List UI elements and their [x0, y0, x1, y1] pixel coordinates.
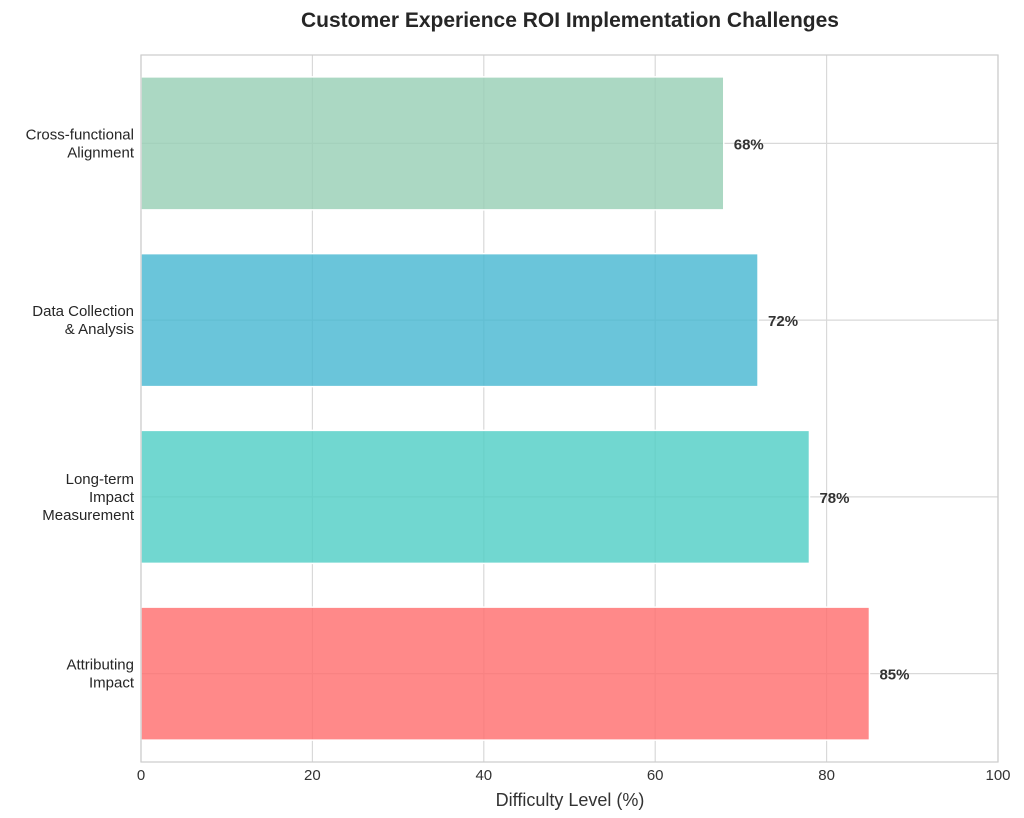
bar — [140, 606, 871, 741]
category-label: Long-term Impact Measurement — [42, 471, 135, 524]
value-label: 72% — [768, 313, 798, 330]
x-tick-label: 0 — [137, 767, 145, 784]
category-label: Cross-functional Alignment — [26, 126, 135, 161]
x-tick-label: 80 — [818, 767, 835, 784]
plot-frame — [140, 54, 999, 763]
bar — [140, 252, 759, 388]
value-label: 85% — [879, 667, 909, 684]
value-label: 78% — [819, 490, 849, 507]
category-label: Attributing Impact — [66, 657, 134, 692]
bar — [140, 429, 811, 565]
value-label: 68% — [734, 136, 764, 153]
chart-title: Customer Experience ROI Implementation C… — [301, 9, 839, 32]
bar — [140, 76, 725, 211]
x-tick-label: 60 — [647, 767, 664, 784]
labels: 0 20 40 60 80 100 85% Attributing Impact 78% Long-… — [26, 126, 1011, 784]
category-label: Data Collection & Analysis — [32, 303, 134, 338]
x-tick-label: 100 — [985, 767, 1010, 784]
x-axis-label: Difficulty Level (%) — [496, 790, 645, 810]
plot-border — [140, 54, 999, 763]
bars — [140, 76, 871, 741]
x-tick-label: 40 — [475, 767, 492, 784]
x-tick-label: 20 — [304, 767, 321, 784]
